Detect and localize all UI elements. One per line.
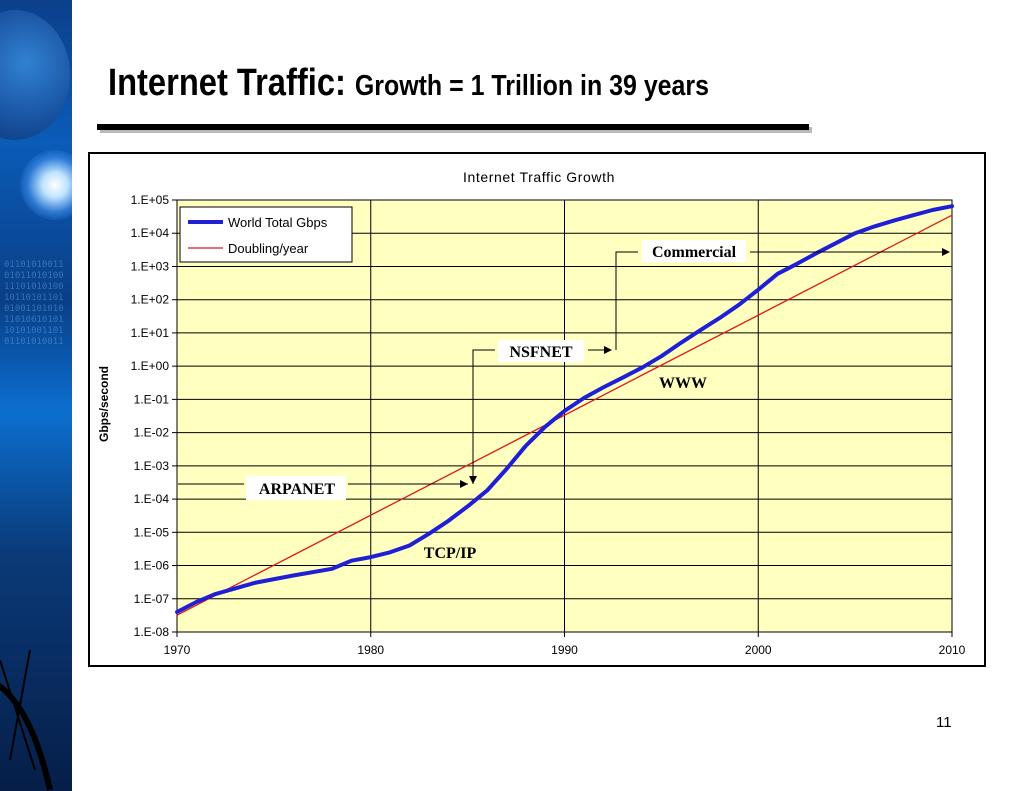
x-tick-label: 1990 (551, 643, 578, 657)
globe-icon (0, 10, 70, 140)
y-tick-label: 1.E-01 (134, 392, 170, 406)
legend-box (179, 206, 353, 263)
slide-title-subtitle: Growth = 1 Trillion in 39 years (354, 70, 710, 102)
binary-digits-decoration: 0110101001101011010100111010101001011010… (4, 260, 64, 347)
annotation-nsfnet-group: NSFNET (469, 340, 612, 484)
arrowhead-icon (460, 480, 468, 488)
x-tick-labels: 1970 1980 1990 2000 2010 (164, 632, 966, 657)
y-tick-label: 1.E-05 (134, 525, 170, 539)
y-tick-label: 1.E-08 (134, 625, 170, 639)
satellite-dish-icon (0, 649, 53, 791)
legend-label-doubling: Doubling/year (228, 241, 309, 256)
legend: World Total Gbps Doubling/year (179, 206, 353, 263)
nsfnet-arrow-left (472, 349, 495, 484)
y-tick-label: 1.E+00 (131, 359, 170, 373)
y-tick-label: 1.E+02 (131, 293, 170, 307)
annotation-nsfnet-box (498, 340, 584, 362)
annotation-arpanet: ARPANET (259, 481, 335, 498)
y-tick-label: 1.E+03 (131, 259, 170, 273)
arrowhead-icon (942, 248, 950, 256)
legend-label-world-total: World Total Gbps (228, 215, 328, 230)
y-tick-label: 1.E-03 (134, 459, 170, 473)
annotation-tcp-ip: TCP/IP (424, 545, 477, 562)
annotation-commercial-group: Commercial (615, 240, 950, 350)
y-tick-label: 1.E-06 (134, 559, 170, 573)
series-world-total-line (175, 204, 954, 614)
chart-frame: 1.E-08 1.E-07 1.E-06 1.E-05 1.E-04 1.E-03 1.E-… (88, 152, 986, 667)
y-axis-label: Gbps/second (97, 366, 111, 442)
annotation-www: WWW (659, 375, 707, 392)
annotation-commercial: Commercial (652, 244, 737, 261)
x-tick-label: 1980 (357, 643, 384, 657)
y-tick-label: 1.E-04 (134, 492, 170, 506)
y-tick-label: 1.E-02 (134, 426, 170, 440)
y-tick-label: 1.E+01 (131, 326, 170, 340)
title-underline (97, 124, 809, 130)
page-number: 11 (936, 714, 952, 731)
light-flare-icon (20, 150, 72, 220)
commercial-arrow-left (615, 251, 638, 350)
y-tick-label: 1.E+05 (131, 193, 170, 207)
slide-title: Internet Traffic: Growth = 1 Trillion in… (108, 62, 709, 105)
annotation-arpanet-group: ARPANET (178, 476, 468, 500)
chart-title: Internet Traffic Growth (463, 169, 615, 185)
y-tick-labels: 1.E-08 1.E-07 1.E-06 1.E-05 1.E-04 1.E-03 1.E-… (131, 193, 177, 639)
slide-title-main: Internet Traffic: (108, 62, 346, 104)
x-tick-label: 2010 (939, 643, 966, 657)
x-tick-label: 1970 (164, 643, 191, 657)
gridlines (176, 199, 953, 633)
y-tick-label: 1.E+04 (131, 226, 170, 240)
y-tick-label: 1.E-07 (134, 592, 170, 606)
internet-traffic-chart: 1.E-08 1.E-07 1.E-06 1.E-05 1.E-04 1.E-03 1.E-… (97, 169, 966, 657)
annotation-nsfnet: NSFNET (509, 344, 572, 361)
arrowhead-icon (604, 346, 612, 354)
decorative-side-strip: 0110101001101011010100111010101001011010… (0, 0, 72, 791)
annotation-arpanet-box (246, 476, 346, 500)
annotation-commercial-box (642, 240, 746, 262)
series-doubling-per-year-line (176, 214, 953, 616)
arrowhead-icon (469, 476, 477, 484)
x-tick-label: 2000 (745, 643, 772, 657)
